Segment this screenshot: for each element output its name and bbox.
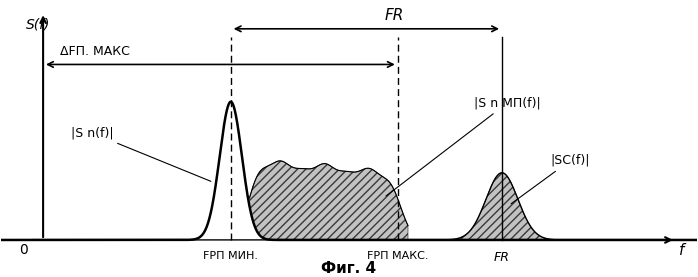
- Text: FR: FR: [385, 8, 404, 23]
- Text: S(f): S(f): [26, 18, 50, 32]
- Text: |S n(f)|: |S n(f)|: [71, 127, 211, 181]
- Text: f: f: [679, 243, 685, 258]
- Text: |SС(f)|: |SС(f)|: [511, 154, 590, 204]
- Text: |S n МП(f)|: |S n МП(f)|: [386, 96, 541, 196]
- Text: ΔFП. МАКС: ΔFП. МАКС: [61, 45, 131, 58]
- Text: Фиг. 4: Фиг. 4: [322, 261, 376, 276]
- Text: FРП МАКС.: FРП МАКС.: [367, 251, 429, 261]
- Text: FR: FR: [494, 251, 510, 264]
- Text: 0: 0: [19, 243, 28, 257]
- Text: FРП МИН.: FРП МИН.: [203, 251, 258, 261]
